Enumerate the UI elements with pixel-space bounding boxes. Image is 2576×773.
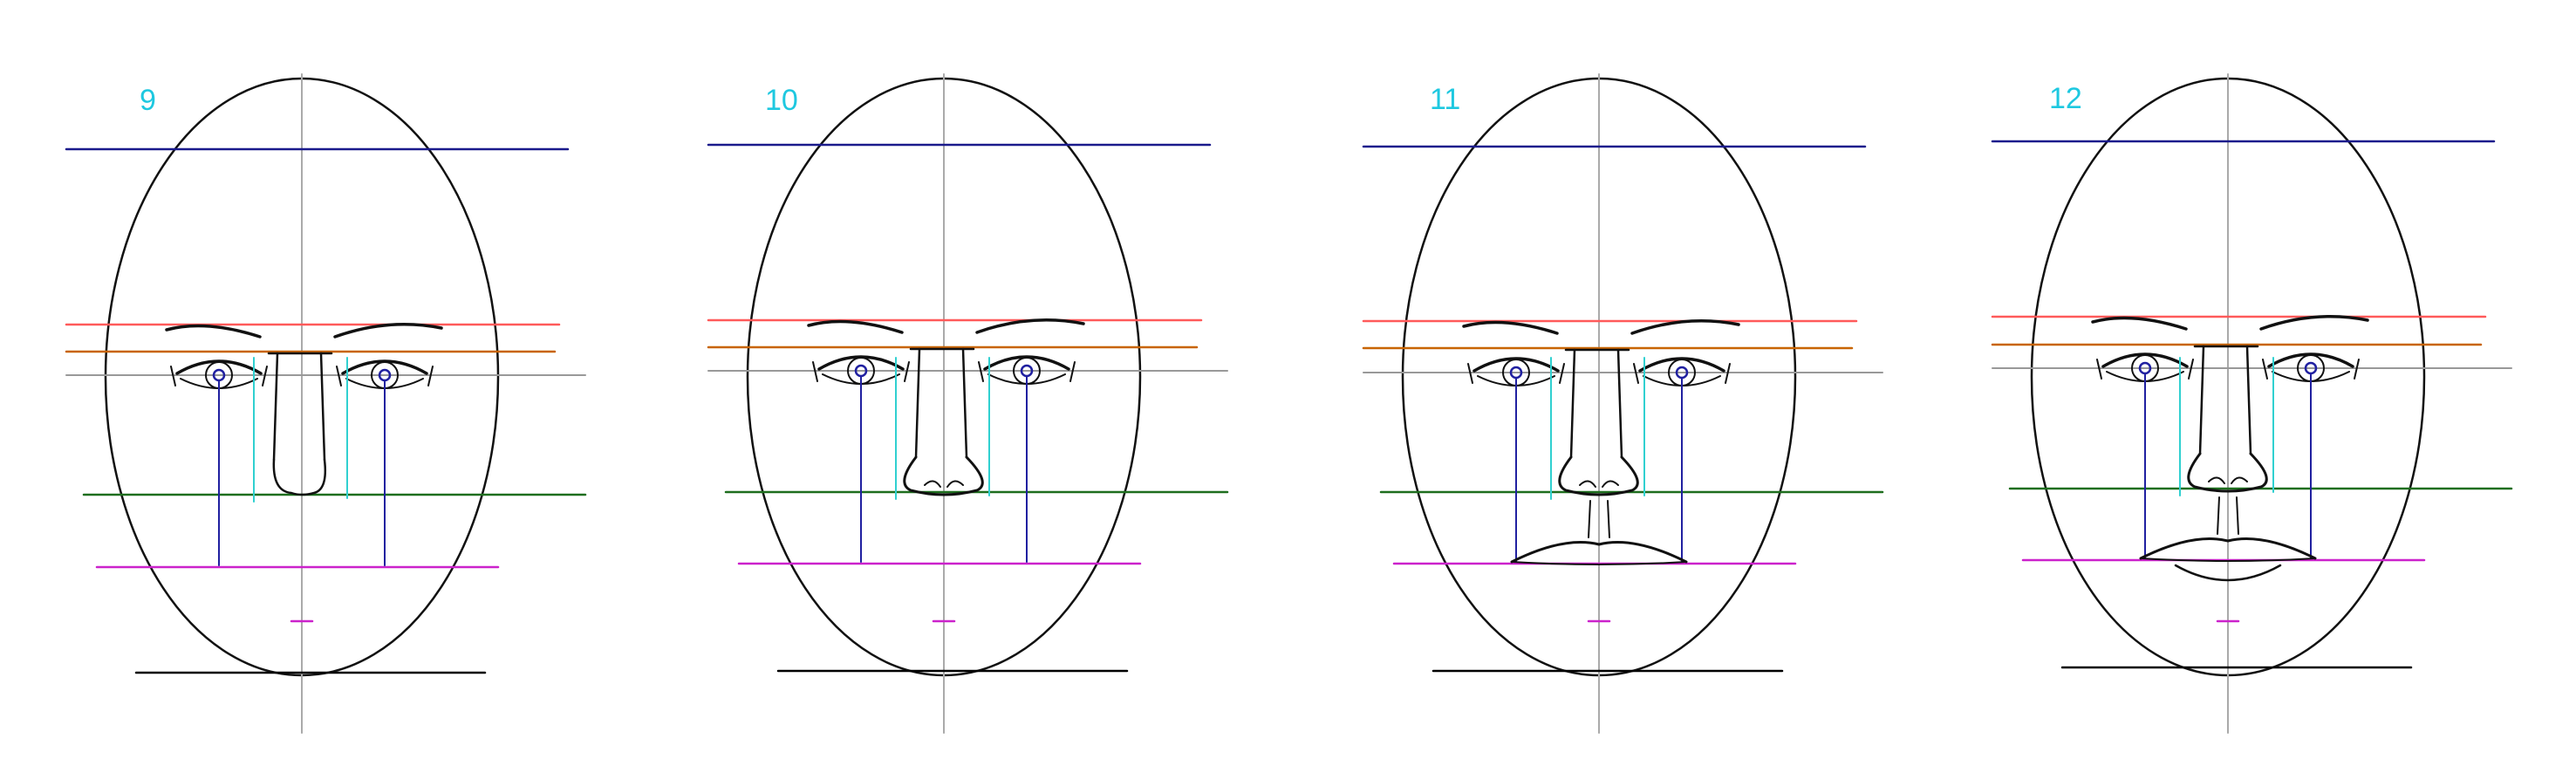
upper-eyelid <box>2101 352 2189 368</box>
left-eyebrow <box>165 324 262 339</box>
nose <box>267 352 333 496</box>
eye-corner <box>1069 361 1076 382</box>
eye-corner <box>1559 363 1565 384</box>
left-nostril <box>2208 476 2225 484</box>
upper-eyelid <box>1638 357 1725 373</box>
right-nostril <box>2231 476 2248 484</box>
right-eyebrow <box>2259 315 2369 331</box>
step-number-label: 11 <box>1430 83 1460 116</box>
upper-eyelid <box>1472 357 1560 373</box>
eye-corner <box>170 366 176 386</box>
face-panel-10: 10 <box>707 73 1229 734</box>
left-eye <box>170 359 268 566</box>
nose-tip <box>903 455 984 496</box>
lip-line <box>1511 561 1687 565</box>
left-nostril <box>924 480 941 488</box>
nose-tip <box>1558 455 1639 496</box>
upper-eyelid <box>341 359 428 375</box>
mouth <box>1510 500 1688 565</box>
right-eyebrow <box>333 323 443 339</box>
right-eyebrow <box>1630 319 1740 335</box>
upper-eyelid <box>983 355 1070 371</box>
upper-eyelid <box>175 359 263 375</box>
nose-bridge-right <box>319 352 326 462</box>
left-eyebrow <box>807 319 904 334</box>
eye-corner <box>978 361 984 382</box>
left-eye <box>812 355 910 563</box>
eye-corner <box>2354 359 2360 380</box>
right-eye <box>978 355 1076 563</box>
upper-eyelid <box>817 355 905 371</box>
eye-corner <box>1725 363 1731 384</box>
lip-line <box>2140 558 2316 562</box>
mouth <box>2139 496 2317 582</box>
face-panel-9: 9 <box>65 73 587 734</box>
upper-lip <box>1510 541 1688 564</box>
nose-bridge-left <box>1569 348 1576 459</box>
step-number-label: 9 <box>140 84 156 117</box>
left-eye <box>1467 357 1565 563</box>
lower-lip <box>2174 564 2282 582</box>
right-eye <box>336 359 434 566</box>
eye-corner <box>2262 359 2268 380</box>
upper-lip <box>2139 537 2317 560</box>
philtrum-right <box>1607 500 1610 538</box>
upper-eyelid <box>2267 352 2354 368</box>
right-eye <box>2262 352 2360 559</box>
right-eye <box>1633 357 1731 563</box>
eye-corner <box>262 366 268 386</box>
eye-corner <box>1633 363 1639 384</box>
nose <box>903 347 984 496</box>
step-number-label: 12 <box>2049 82 2082 115</box>
eye-corner <box>427 366 434 386</box>
left-nostril <box>1579 480 1596 488</box>
nose-bridge-left <box>914 347 921 459</box>
eye-corner <box>904 361 910 382</box>
eye-corner <box>2096 359 2102 380</box>
face-panel-11: 11 <box>1362 73 1884 734</box>
left-eyebrow <box>2091 316 2188 331</box>
nose-bridge-right <box>961 347 968 459</box>
philtrum-right <box>2236 496 2239 535</box>
nose <box>2187 345 2268 493</box>
nose-bridge-left <box>272 352 279 462</box>
nose-tip <box>2187 452 2268 493</box>
right-nostril <box>946 480 964 488</box>
step-number-label: 10 <box>765 84 798 117</box>
nose-bridge-right <box>2245 345 2252 455</box>
eye-corner <box>2188 359 2194 380</box>
face-panel-12: 12 <box>1991 73 2513 734</box>
left-eyebrow <box>1462 320 1559 335</box>
right-eyebrow <box>975 318 1085 334</box>
right-nostril <box>1602 480 1619 488</box>
eye-corner <box>336 366 342 386</box>
nose <box>1558 348 1639 496</box>
eye-corner <box>1467 363 1473 384</box>
nose-bridge-left <box>2198 345 2205 455</box>
left-eye <box>2096 352 2194 559</box>
nose-tip <box>272 458 326 496</box>
philtrum-left <box>2217 496 2220 535</box>
eye-corner <box>812 361 818 382</box>
nose-bridge-right <box>1616 348 1623 459</box>
philtrum-left <box>1588 500 1591 538</box>
